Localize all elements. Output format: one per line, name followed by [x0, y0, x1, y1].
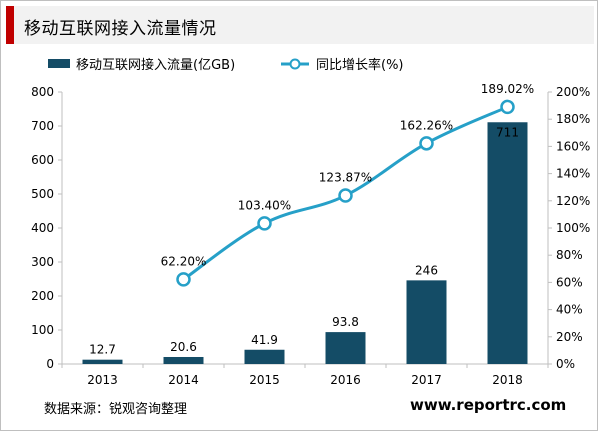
bar-value-label: 93.8 [332, 315, 359, 329]
y-left-tick-label: 400 [31, 221, 54, 235]
y-right-tick-label: 140% [556, 167, 590, 181]
y-right-tick-label: 40% [556, 303, 583, 317]
website-watermark: www.reportrc.com [410, 396, 567, 414]
line-series [176, 99, 515, 287]
x-tick-label: 2015 [249, 373, 280, 387]
x-tick-label: 2018 [492, 373, 523, 387]
bar-value-label: 246 [415, 263, 438, 277]
data-labels: 12.7 20.6 41.9 93.8 246 711 62.20% 103.40% 123.8… [89, 82, 534, 357]
x-tick-label: 2016 [330, 373, 361, 387]
legend-item-line: 同比增长率(%) [280, 54, 404, 73]
x-tick-label: 2013 [87, 373, 118, 387]
x-tick-label: 2017 [411, 373, 442, 387]
growth-rate-label: 189.02% [481, 82, 534, 96]
data-source: 数据来源：锐观咨询整理 [44, 402, 188, 417]
x-tick-label: 2014 [168, 373, 199, 387]
y-left-tick-label: 700 [31, 119, 54, 133]
y-right-tick-label: 180% [556, 112, 590, 126]
y-left-tick-label: 500 [31, 187, 54, 201]
bar [406, 280, 447, 364]
chart-title: 移动互联网接入流量情况 [24, 19, 217, 39]
growth-rate-label: 123.87% [319, 171, 372, 185]
y-right-tick-label: 60% [556, 275, 583, 289]
title-accent-bar [6, 6, 14, 44]
y-left-tick-label: 100 [31, 323, 54, 337]
growth-rate-label: 103.40% [238, 198, 291, 212]
bar [163, 356, 204, 364]
y-right-tick-label: 160% [556, 139, 590, 153]
bar [82, 359, 123, 364]
y-right-tick-label: 100% [556, 221, 590, 235]
chart-axes: 0 100 200 300 400 500 600 700 800 0% 20% 40% 60% 80% 1… [31, 85, 590, 387]
y-left-tick-label: 600 [31, 153, 54, 167]
legend-bar-swatch [48, 59, 70, 68]
bar-value-label: 12.7 [89, 343, 116, 357]
growth-rate-point [338, 188, 353, 203]
bar [325, 332, 366, 364]
y-left-tick-label: 0 [46, 357, 54, 371]
growth-rate-label: 62.20% [161, 254, 207, 268]
title-bar [6, 6, 594, 44]
y-right-tick-label: 0% [556, 357, 575, 371]
bar [244, 349, 285, 364]
y-left-tick-label: 800 [31, 85, 54, 99]
y-right-tick-label: 120% [556, 194, 590, 208]
growth-rate-label: 162.26% [400, 118, 453, 132]
bar-value-label: 20.6 [170, 340, 197, 354]
bar-series [82, 122, 528, 364]
growth-rate-point [257, 216, 272, 231]
bar-value-label: 41.9 [251, 333, 278, 347]
y-left-tick-label: 200 [31, 289, 54, 303]
legend-item-bar: 移动互联网接入流量(亿GB) [48, 54, 235, 73]
growth-rate-point [419, 136, 434, 151]
y-left-tick-label: 300 [31, 255, 54, 269]
legend-line-swatch [281, 58, 309, 69]
bar [487, 122, 528, 364]
legend-bar-label: 移动互联网接入流量(亿GB) [76, 58, 236, 73]
growth-rate-point [500, 99, 515, 115]
growth-rate-point [176, 272, 191, 287]
y-right-tick-label: 80% [556, 248, 583, 262]
y-right-tick-label: 20% [556, 330, 583, 344]
legend-line-label: 同比增长率(%) [316, 58, 404, 73]
bar-value-label: 711 [496, 125, 519, 139]
y-right-tick-label: 200% [556, 85, 590, 99]
